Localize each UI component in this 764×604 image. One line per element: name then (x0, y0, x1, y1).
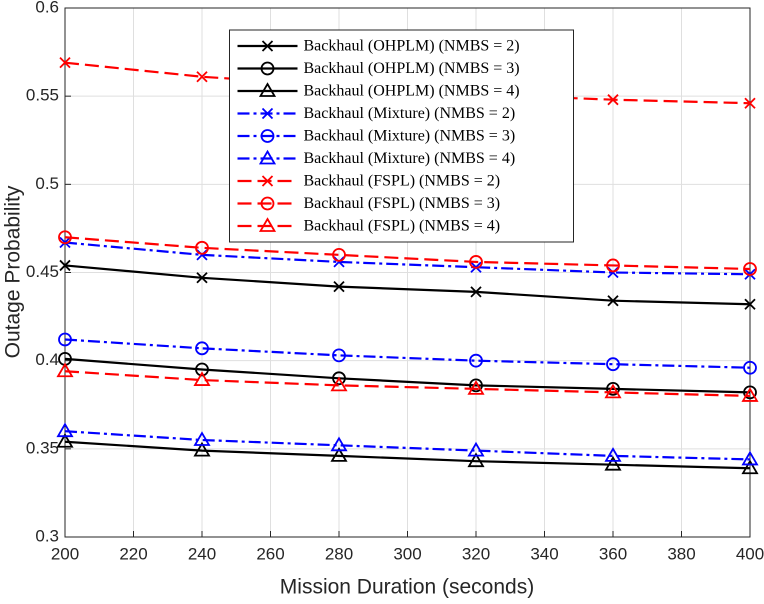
marker (606, 357, 620, 372)
marker (56, 362, 74, 378)
marker (469, 353, 483, 368)
marker (741, 450, 759, 466)
marker (59, 259, 71, 272)
x-tick-label: 280 (325, 544, 353, 563)
marker (196, 71, 208, 83)
marker (604, 447, 622, 462)
legend-marker (260, 196, 275, 211)
marker (330, 436, 348, 452)
marker (195, 240, 209, 255)
x-tick-label: 220 (119, 544, 147, 563)
y-tick-label: 0.3 (35, 526, 59, 545)
marker (59, 57, 71, 69)
series-line (64, 440, 751, 470)
legend-marker (260, 129, 275, 143)
marker (193, 441, 211, 457)
y-tick-label: 0.5 (35, 174, 59, 193)
marker (607, 94, 619, 106)
legend-label: Backhaul (OHPLM) (NMBS = 3) (304, 60, 520, 77)
marker (332, 348, 346, 363)
marker (333, 280, 345, 293)
marker (193, 371, 211, 386)
marker (741, 387, 759, 402)
legend-marker (258, 82, 277, 97)
marker (744, 298, 756, 310)
x-tick-label: 320 (462, 544, 490, 563)
legend-label: Backhaul (Mixture) (NMBS = 3) (304, 128, 516, 145)
marker (467, 380, 485, 395)
marker (56, 432, 74, 448)
marker (195, 341, 209, 356)
marker (604, 455, 622, 471)
marker (744, 97, 756, 109)
legend-label: Backhaul (FSPL) (NMBS = 2) (304, 173, 501, 190)
legend-marker (261, 175, 274, 187)
marker (332, 247, 346, 262)
marker (58, 230, 72, 245)
legend-label: Backhaul (FSPL) (NMBS = 4) (304, 218, 501, 235)
marker (606, 381, 620, 396)
series-line (64, 357, 751, 394)
legend-marker (258, 217, 277, 232)
marker (330, 447, 348, 462)
y-tick-label: 0.35 (26, 438, 59, 457)
legend-label: Backhaul (Mixture) (NMBS = 2) (304, 105, 516, 122)
marker (56, 422, 74, 438)
legend-marker (261, 40, 274, 52)
marker (607, 266, 619, 279)
marker (193, 431, 211, 446)
x-tick-label: 340 (530, 544, 558, 563)
x-tick-label: 300 (393, 544, 421, 563)
marker (467, 452, 485, 468)
legend-label: Backhaul (FSPL) (NMBS = 3) (304, 195, 501, 212)
marker (606, 258, 620, 273)
y-tick-label: 0.55 (26, 86, 59, 105)
legend-marker (258, 149, 277, 165)
marker (743, 262, 757, 276)
marker (470, 286, 482, 298)
marker (743, 360, 757, 375)
marker (195, 362, 209, 377)
marker (333, 256, 345, 268)
marker (330, 376, 348, 392)
legend-marker (261, 107, 274, 120)
y-tick-label: 0.6 (35, 0, 59, 16)
marker (743, 385, 757, 400)
legend-label: Backhaul (OHPLM) (NMBS = 2) (304, 38, 520, 55)
y-axis-label: Outage Probability (2, 185, 25, 358)
x-axis-label: Mission Duration (seconds) (280, 576, 534, 599)
marker (469, 255, 483, 269)
y-tick-label: 0.4 (35, 350, 59, 369)
series-line (64, 370, 751, 398)
x-tick-label: 380 (667, 544, 695, 563)
x-tick-label: 200 (51, 544, 79, 563)
marker (741, 459, 759, 475)
series-line (64, 264, 751, 306)
legend-label: Backhaul (Mixture) (NMBS = 4) (304, 150, 516, 167)
marker (469, 378, 483, 393)
marker (196, 272, 208, 284)
marker (58, 332, 72, 347)
series-line (64, 236, 751, 271)
y-tick-label: 0.45 (26, 262, 59, 281)
plot-frame (64, 7, 751, 538)
x-tick-label: 260 (256, 544, 284, 563)
x-tick-label: 360 (599, 544, 627, 563)
x-tick-label: 240 (188, 544, 216, 563)
legend-marker (260, 61, 275, 76)
marker (604, 383, 622, 399)
marker (467, 441, 485, 457)
legend-label: Backhaul (OHPLM) (NMBS = 4) (304, 83, 520, 100)
x-tick-label: 400 (736, 544, 764, 563)
marker (607, 295, 619, 307)
marker (332, 371, 346, 386)
marker (196, 249, 208, 261)
